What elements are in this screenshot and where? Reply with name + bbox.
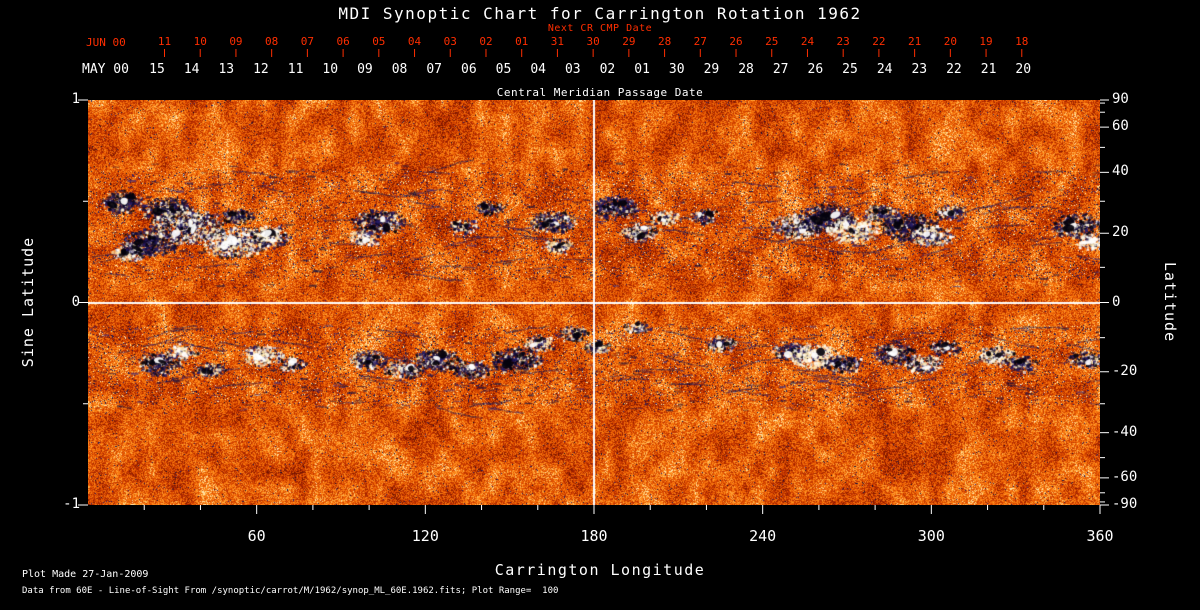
x-axis-title: Carrington Longitude xyxy=(494,561,706,579)
cmp-date-tick-label: 23 xyxy=(911,62,928,77)
latitude-tick-label: 40 xyxy=(1112,163,1129,180)
next-cr-tick-label: 24 xyxy=(800,35,815,48)
sine-latitude-tick-label: 1 xyxy=(71,91,80,107)
next-cr-tick-label: 26 xyxy=(729,35,743,48)
next-cr-tick-label: 07 xyxy=(300,35,314,48)
next-cr-tick-label: 09 xyxy=(229,35,243,48)
footer-plot-made: Plot Made 27-Jan-2009 xyxy=(22,569,149,580)
next-cr-tick-label: 19 xyxy=(979,35,993,48)
cmp-date-tick-label: 07 xyxy=(426,62,443,77)
next-cr-tick-label: 18 xyxy=(1015,35,1029,48)
next-cr-tick-label: 20 xyxy=(943,35,957,48)
next-cr-tick-label: 06 xyxy=(336,35,350,48)
cmp-date-tick-label: 30 xyxy=(668,62,685,77)
next-cr-tick-label: 29 xyxy=(622,35,636,48)
cmp-date-tick-label: 14 xyxy=(183,62,200,77)
next-cr-tick-label: 31 xyxy=(550,35,565,48)
latitude-tick-label: -20 xyxy=(1112,362,1138,379)
next-cr-axis-title: Next CR CMP Date xyxy=(547,23,653,34)
cmp-date-tick-label: 04 xyxy=(530,62,546,77)
next-cr-tick-label: 04 xyxy=(407,35,422,48)
cmp-date-tick-label: 06 xyxy=(461,62,477,77)
latitude-tick-label: 90 xyxy=(1112,91,1129,107)
x-axis-tick-label: 120 xyxy=(411,527,439,545)
latitude-tick-label: 20 xyxy=(1112,224,1129,241)
cmp-date-tick-label: 11 xyxy=(287,62,304,77)
footer-data-source: Data from 60E - Line-of-Sight From /syno… xyxy=(22,586,559,596)
x-axis-tick-label: 300 xyxy=(917,527,945,545)
cmp-date-tick-label: 08 xyxy=(391,62,408,77)
chart-title: MDI Synoptic Chart for Carrington Rotati… xyxy=(338,4,862,23)
cmp-date-tick-label: 26 xyxy=(807,62,824,77)
latitude-tick-label: 60 xyxy=(1112,118,1129,135)
x-axis-tick-label: 240 xyxy=(749,527,777,545)
y-axis-right-title: Latitude xyxy=(1161,261,1179,343)
cmp-date-tick-label: 05 xyxy=(495,62,512,77)
next-cr-tick-label: 25 xyxy=(765,35,779,48)
latitude-tick-label: 0 xyxy=(1112,293,1121,310)
cmp-date-tick-label: 22 xyxy=(946,62,962,77)
next-cr-era-label: JUN 00 xyxy=(86,36,126,49)
cmp-era-label: MAY 00 xyxy=(82,62,129,77)
y-axis-left-title: Sine Latitude xyxy=(19,236,37,368)
cmp-axis-title: Central Meridian Passage Date xyxy=(496,86,704,99)
x-axis-tick-label: 360 xyxy=(1086,527,1114,545)
latitude-tick-label: -90 xyxy=(1112,496,1138,512)
next-cr-tick-label: 27 xyxy=(693,35,707,48)
sine-latitude-tick-label: 0 xyxy=(71,293,80,310)
cmp-date-tick-label: 02 xyxy=(599,62,616,77)
next-cr-tick-label: 11 xyxy=(157,35,172,48)
next-cr-tick-label: 03 xyxy=(443,35,457,48)
next-cr-tick-label: 10 xyxy=(193,35,207,48)
next-cr-tick-label: 21 xyxy=(907,35,922,48)
cmp-date-tick-label: 01 xyxy=(634,62,650,77)
magnetogram-heatmap xyxy=(88,100,1100,505)
latitude-tick-label: -60 xyxy=(1112,468,1138,485)
x-axis-tick-label: 60 xyxy=(247,527,266,545)
next-cr-tick-label: 01 xyxy=(515,35,529,48)
cmp-date-tick-label: 09 xyxy=(357,62,373,77)
cmp-date-tick-label: 03 xyxy=(564,62,581,77)
cmp-date-tick-label: 27 xyxy=(772,62,789,77)
cmp-date-tick-label: 29 xyxy=(703,62,720,77)
next-cr-tick-label: 08 xyxy=(265,35,279,48)
cmp-date-tick-label: 20 xyxy=(1015,62,1032,77)
cmp-date-tick-label: 25 xyxy=(842,62,858,77)
cmp-date-tick-label: 21 xyxy=(980,62,997,77)
next-cr-tick-label: 30 xyxy=(586,35,600,48)
sine-latitude-tick-label: -1 xyxy=(63,496,80,512)
cmp-date-tick-label: 12 xyxy=(253,62,269,77)
cmp-date-tick-label: 28 xyxy=(738,62,754,77)
cmp-date-tick-label: 24 xyxy=(876,62,893,77)
next-cr-tick-label: 22 xyxy=(872,35,886,48)
cmp-date-tick-label: 13 xyxy=(218,62,235,77)
cmp-date-tick-label: 10 xyxy=(322,62,339,77)
next-cr-tick-label: 05 xyxy=(372,35,386,48)
next-cr-tick-label: 02 xyxy=(479,35,493,48)
next-cr-tick-label: 28 xyxy=(657,35,672,48)
x-axis-tick-label: 180 xyxy=(580,527,608,545)
next-cr-tick-label: 23 xyxy=(836,35,850,48)
latitude-tick-label: -40 xyxy=(1112,423,1138,440)
cmp-date-tick-label: 15 xyxy=(149,62,165,77)
